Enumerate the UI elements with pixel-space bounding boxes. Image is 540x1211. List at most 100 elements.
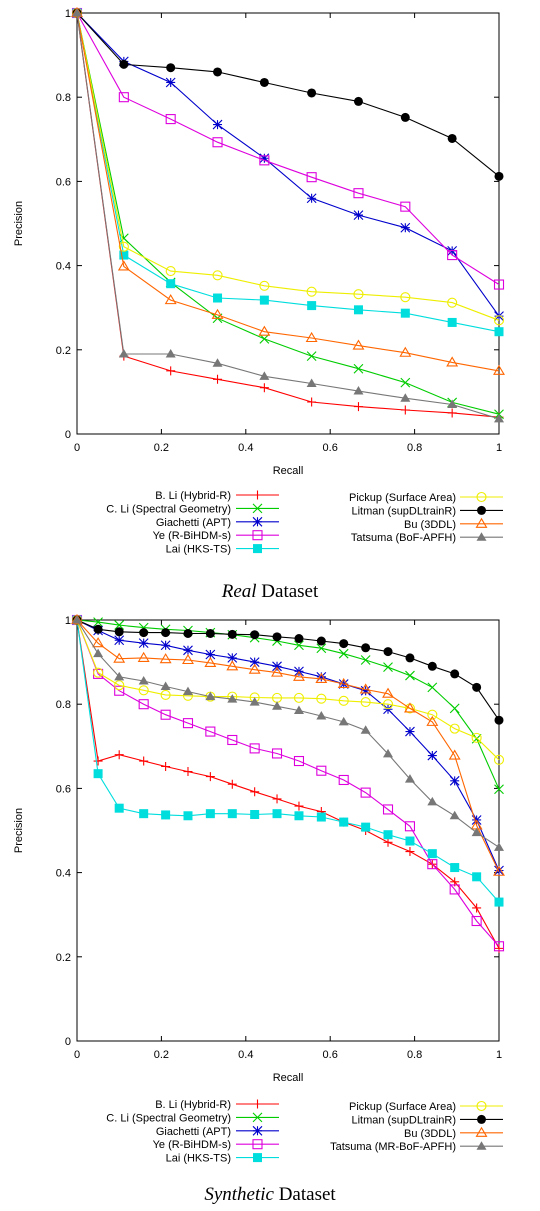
data-point bbox=[404, 821, 416, 832]
legend-label: Pickup (Surface Area) bbox=[349, 492, 456, 504]
data-point bbox=[250, 787, 260, 797]
data-point bbox=[353, 188, 364, 199]
data-point bbox=[447, 408, 457, 418]
data-point bbox=[93, 617, 103, 627]
data-point bbox=[93, 648, 104, 658]
data-point bbox=[114, 635, 125, 646]
data-point bbox=[361, 643, 371, 653]
series-1 bbox=[72, 615, 504, 795]
data-point bbox=[353, 402, 363, 412]
data-point bbox=[449, 775, 460, 786]
data-point bbox=[447, 133, 457, 143]
legend-marker bbox=[252, 503, 263, 514]
data-point bbox=[494, 171, 504, 181]
data-point bbox=[259, 77, 269, 87]
legend-label: Lai (HKS-TS) bbox=[166, 1153, 231, 1165]
data-point bbox=[353, 96, 363, 106]
data-point bbox=[382, 804, 394, 815]
data-point bbox=[259, 371, 270, 380]
data-point bbox=[405, 670, 415, 681]
data-point bbox=[472, 682, 482, 692]
legend-label: Litman (supDLtrainR) bbox=[351, 1114, 456, 1126]
data-point bbox=[93, 624, 103, 634]
series-7 bbox=[71, 613, 505, 876]
data-point bbox=[404, 774, 415, 783]
data-point bbox=[159, 653, 172, 664]
series-8 bbox=[72, 615, 504, 851]
data-point bbox=[316, 643, 327, 654]
data-point bbox=[449, 723, 460, 734]
data-point bbox=[139, 756, 149, 766]
data-point bbox=[259, 383, 269, 393]
data-point bbox=[427, 661, 437, 671]
data-point bbox=[427, 750, 438, 761]
data-point bbox=[400, 393, 411, 402]
data-point bbox=[337, 677, 350, 689]
legend-label: Ye (R-BiHDM-s) bbox=[153, 530, 231, 542]
data-point bbox=[383, 704, 393, 715]
data-point bbox=[165, 349, 176, 358]
data-point bbox=[353, 305, 363, 315]
data-point bbox=[183, 628, 193, 638]
data-point bbox=[306, 351, 317, 362]
legend-label: Ye (R-BiHDM-s) bbox=[153, 1139, 231, 1151]
data-point bbox=[72, 8, 82, 17]
legend-label: Giachetti (APT) bbox=[156, 517, 231, 529]
data-point bbox=[403, 702, 416, 713]
y-tick-label: 0.4 bbox=[56, 868, 71, 880]
data-point bbox=[472, 872, 482, 882]
data-point bbox=[493, 364, 505, 375]
data-point bbox=[405, 726, 415, 737]
data-point bbox=[472, 903, 482, 913]
data-point bbox=[494, 715, 504, 725]
x-tick-label: 0.6 bbox=[323, 442, 338, 454]
data-point bbox=[259, 155, 270, 166]
data-point bbox=[259, 333, 270, 344]
legend-marker bbox=[252, 516, 263, 527]
data-point bbox=[165, 77, 176, 88]
series-line bbox=[76, 619, 500, 848]
legend-marker bbox=[476, 491, 487, 503]
data-point bbox=[205, 726, 216, 737]
data-point bbox=[450, 669, 460, 679]
legend-label: Pickup (Surface Area) bbox=[349, 1101, 456, 1113]
data-point bbox=[427, 859, 438, 870]
legend-label: Litman (supDLtrainR) bbox=[351, 505, 456, 517]
data-point bbox=[118, 349, 129, 358]
data-point bbox=[448, 749, 461, 760]
data-point bbox=[306, 193, 317, 204]
data-point bbox=[306, 286, 317, 297]
data-point bbox=[494, 413, 504, 423]
data-point bbox=[114, 750, 124, 760]
y-tick-label: 0 bbox=[65, 429, 71, 441]
data-point bbox=[119, 250, 129, 260]
data-point bbox=[294, 811, 304, 821]
y-axis-label: Precision bbox=[13, 808, 25, 853]
data-point bbox=[383, 748, 394, 758]
data-point bbox=[294, 640, 304, 651]
data-point bbox=[205, 809, 215, 819]
data-point bbox=[139, 809, 149, 819]
series-line bbox=[76, 12, 500, 321]
legend-marker bbox=[253, 544, 262, 554]
data-point bbox=[405, 847, 415, 857]
data-point bbox=[353, 363, 364, 374]
data-point bbox=[183, 767, 193, 777]
data-point bbox=[353, 386, 364, 395]
y-tick-label: 0 bbox=[65, 1036, 71, 1048]
data-point bbox=[259, 153, 270, 164]
data-point bbox=[160, 640, 171, 651]
legend-marker bbox=[252, 1139, 263, 1150]
data-point bbox=[114, 627, 124, 637]
x-tick-label: 0 bbox=[74, 1049, 80, 1061]
data-point bbox=[160, 689, 171, 700]
data-point bbox=[316, 765, 327, 776]
legend-marker bbox=[476, 532, 487, 541]
series-2 bbox=[72, 615, 504, 876]
y-tick-label: 0.4 bbox=[56, 261, 71, 273]
series-line bbox=[76, 12, 500, 177]
y-tick-label: 0.6 bbox=[56, 176, 71, 188]
data-point bbox=[160, 681, 171, 691]
data-point bbox=[93, 756, 103, 766]
